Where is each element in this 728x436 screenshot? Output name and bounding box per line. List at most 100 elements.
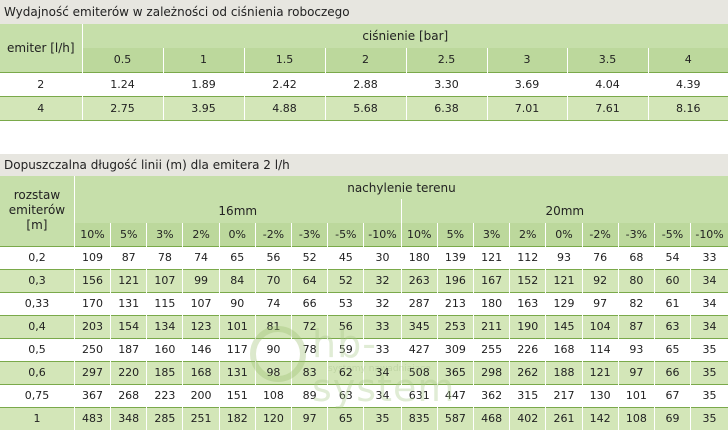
table-cell: 220 (110, 360, 148, 384)
pressure-value-header: 1 (163, 48, 245, 72)
table-cell: 90 (255, 337, 293, 361)
table-cell: 90 (219, 291, 256, 315)
table-cell: 74 (182, 245, 220, 269)
table-cell: 152 (509, 268, 547, 292)
table-cell: 35 (690, 337, 728, 361)
slope-header: -5% (327, 223, 365, 246)
table-cell: 139 (437, 245, 474, 269)
slope-header: 5% (437, 223, 474, 246)
slope-header: 5% (110, 223, 148, 246)
table-cell: 263 (401, 268, 438, 292)
table-cell: 168 (545, 337, 583, 361)
table-cell: 200 (182, 383, 220, 407)
table-cell: 130 (582, 383, 619, 407)
table-cell: 65 (654, 337, 692, 361)
spacing-value: 0,3 (0, 268, 75, 292)
table-cell: 78 (146, 245, 184, 269)
pressure-value-header: 1.5 (244, 48, 326, 72)
table-cell: 59 (327, 337, 365, 361)
pressure-value-header: 0.5 (82, 48, 164, 72)
table-cell: 63 (654, 314, 692, 338)
table-cell: 2.88 (325, 71, 407, 96)
spacing-value: 0,6 (0, 360, 75, 384)
table-cell: 250 (74, 337, 112, 361)
table-cell: 508 (401, 360, 438, 384)
table-cell: 34 (690, 314, 728, 338)
table-cell: 30 (363, 245, 402, 269)
table-cell: 253 (437, 314, 474, 338)
table-cell: 285 (146, 406, 184, 430)
table-cell: 52 (327, 268, 365, 292)
table-cell: 4.04 (567, 71, 649, 96)
table-cell: 84 (219, 268, 256, 292)
table-cell: 121 (473, 245, 511, 269)
table-cell: 52 (291, 245, 329, 269)
group-20mm: 20mm (401, 199, 728, 223)
table-cell: 134 (146, 314, 184, 338)
table-cell: 185 (146, 360, 184, 384)
table-cell: 427 (401, 337, 438, 361)
table-cell: 483 (74, 406, 112, 430)
slope-header: 3% (146, 223, 184, 246)
table-cell: 112 (509, 245, 547, 269)
table-cell: 4.88 (244, 95, 326, 121)
table-cell: 163 (509, 291, 547, 315)
table-cell: 5.68 (325, 95, 407, 121)
table-cell: 196 (437, 268, 474, 292)
spacing-value: 0,4 (0, 314, 75, 338)
table-cell: 7.01 (487, 95, 568, 121)
table-cell: 1.89 (163, 71, 245, 96)
pressure-table-title: Wydajność emiterów w zależności od ciśni… (0, 0, 728, 24)
table-cell: 835 (401, 406, 438, 430)
table-cell: 447 (437, 383, 474, 407)
table-cell: 78 (291, 337, 329, 361)
table-cell: 76 (582, 245, 619, 269)
table-cell: 402 (509, 406, 547, 430)
table-cell: 587 (437, 406, 474, 430)
pressure-table: Wydajność emiterów w zależności od ciśni… (0, 0, 728, 121)
table-cell: 65 (327, 406, 365, 430)
table-cell: 60 (654, 268, 692, 292)
pressure-header: ciśnienie [bar] (82, 24, 728, 48)
table-cell: 182 (219, 406, 256, 430)
table-cell: 66 (654, 360, 692, 384)
table-cell: 168 (182, 360, 220, 384)
table-cell: 61 (654, 291, 692, 315)
emiter-value: 2 (0, 71, 83, 96)
table-cell: 4.39 (648, 71, 728, 96)
slope-header: 0% (219, 223, 256, 246)
table-cell: 109 (74, 245, 112, 269)
slope-header: 2% (509, 223, 547, 246)
line-length-table-title: Dopuszczalna długość linii (m) dla emite… (0, 154, 728, 176)
slope-header: 10% (74, 223, 112, 246)
table-cell: 97 (618, 360, 655, 384)
table-cell: 251 (182, 406, 220, 430)
table-cell: 213 (437, 291, 474, 315)
table-cell: 66 (291, 291, 329, 315)
table-cell: 160 (146, 337, 184, 361)
table-cell: 104 (582, 314, 619, 338)
table-cell: 123 (182, 314, 220, 338)
table-cell: 297 (74, 360, 112, 384)
pressure-value-header: 4 (648, 48, 728, 72)
table-cell: 262 (509, 360, 547, 384)
table-cell: 34 (690, 268, 728, 292)
group-16mm: 16mm (74, 199, 402, 223)
table-cell: 167 (473, 268, 511, 292)
slope-header: 3% (473, 223, 511, 246)
table-cell: 32 (363, 291, 402, 315)
table-row: 0,6 297 220 185 168 131 98 83 62 34 508 365 298 262 18… (0, 360, 728, 384)
table-cell: 54 (654, 245, 692, 269)
emiter-value: 4 (0, 95, 83, 121)
table-cell: 33 (363, 337, 402, 361)
table-cell: 2.42 (244, 71, 326, 96)
table-cell: 64 (291, 268, 329, 292)
table-cell: 188 (545, 360, 583, 384)
slope-header: -5% (654, 223, 692, 246)
slope-header: 10% (401, 223, 438, 246)
table-cell: 631 (401, 383, 438, 407)
table-cell: 3.69 (487, 71, 568, 96)
spacing-value: 1 (0, 406, 75, 430)
table-row: 0,2 109 87 78 74 65 56 52 45 30 180 139 121 112 93 76 68… (0, 245, 728, 269)
pressure-value-header: 2.5 (406, 48, 488, 72)
